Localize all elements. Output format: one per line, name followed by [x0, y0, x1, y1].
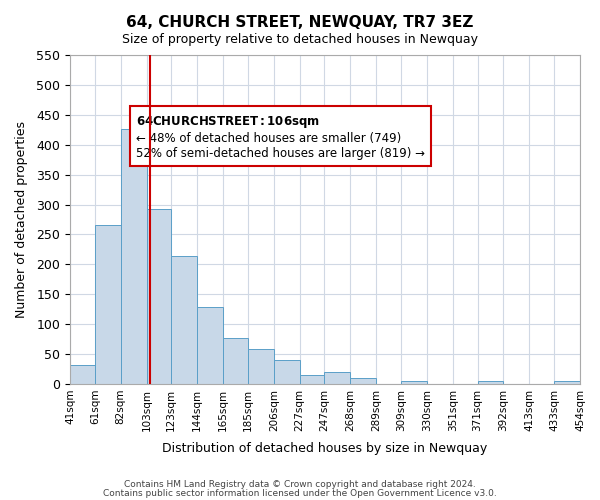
Y-axis label: Number of detached properties: Number of detached properties [15, 121, 28, 318]
Bar [223, 338, 248, 384]
Text: 64, CHURCH STREET, NEWQUAY, TR7 3EZ: 64, CHURCH STREET, NEWQUAY, TR7 3EZ [127, 15, 473, 30]
Bar [172, 256, 197, 384]
Bar [300, 375, 325, 384]
X-axis label: Distribution of detached houses by size in Newquay: Distribution of detached houses by size … [163, 442, 488, 455]
Bar [554, 381, 580, 384]
Bar [197, 307, 223, 384]
Bar [70, 365, 95, 384]
Text: Contains HM Land Registry data © Crown copyright and database right 2024.: Contains HM Land Registry data © Crown c… [124, 480, 476, 489]
Text: Contains public sector information licensed under the Open Government Licence v3: Contains public sector information licen… [103, 488, 497, 498]
Text: Size of property relative to detached houses in Newquay: Size of property relative to detached ho… [122, 32, 478, 46]
Bar [478, 381, 503, 384]
Bar [248, 348, 274, 384]
Bar [146, 210, 172, 384]
Bar [350, 378, 376, 384]
Bar [401, 381, 427, 384]
Bar [121, 128, 146, 384]
Bar [325, 372, 350, 384]
Bar [274, 360, 300, 384]
Bar [95, 226, 121, 384]
Text: $\bf{64 CHURCH STREET: 106sqm}$
← 48% of detached houses are smaller (749)
52% o: $\bf{64 CHURCH STREET: 106sqm}$ ← 48% of… [136, 114, 425, 160]
